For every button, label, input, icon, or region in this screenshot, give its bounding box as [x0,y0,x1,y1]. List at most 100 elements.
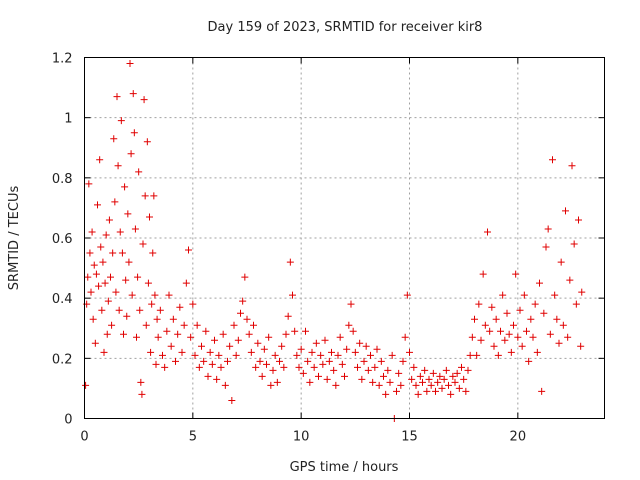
data-point [258,372,266,380]
data-point [334,351,342,359]
data-point [143,138,151,146]
data-point [161,363,169,371]
data-point [306,378,314,386]
data-point [349,327,357,335]
data-point [302,327,309,335]
data-point [330,366,338,374]
data-point [99,258,107,266]
data-point [84,273,92,281]
data-point [221,381,229,389]
data-point [514,333,522,341]
data-point [169,315,177,323]
data-point [375,381,383,389]
x-tick-label: 20 [510,430,527,445]
data-point [153,315,161,323]
data-point [341,372,348,380]
data-point [319,360,327,368]
data-point [533,348,541,356]
data-point [488,303,496,311]
data-point [321,336,329,344]
data-point [114,162,122,170]
data-point [260,345,268,353]
data-point [211,336,218,344]
data-point [382,390,390,398]
data-point [176,303,184,311]
data-point [118,249,126,257]
data-point [146,213,153,221]
data-point [123,312,131,320]
y-tick-label: 0.2 [52,352,73,367]
data-point [217,363,225,371]
data-point [501,336,509,344]
data-point [356,339,364,347]
chart-title: Day 159 of 2023, SRMTID for receiver kir… [208,20,483,35]
data-point [345,321,353,329]
data-point [243,315,251,323]
data-point [241,273,249,281]
data-point [86,249,94,257]
data-point [445,381,452,389]
data-point [440,375,448,383]
data-point [147,348,155,356]
x-tick-label: 10 [293,430,310,445]
data-point [438,384,446,392]
data-point [111,198,119,206]
data-point [247,348,255,356]
data-point [265,333,273,341]
data-point [204,372,212,380]
data-point [121,183,129,191]
data-point [131,225,139,233]
data-point [479,270,487,278]
data-point [494,351,502,359]
data-point [98,306,106,314]
data-point [101,279,109,287]
data-point [507,348,515,356]
data-point [187,333,195,341]
data-point [291,327,299,335]
data-point [189,300,197,308]
data-point [434,378,442,386]
data-point [102,231,110,239]
data-point [475,300,483,308]
data-point [423,387,431,395]
data-point [167,342,175,350]
data-point [499,291,507,299]
data-point [276,357,283,365]
data-point [414,390,422,398]
data-point [562,207,569,215]
data-point [551,291,559,299]
data-point [542,243,550,251]
data-point [124,210,132,218]
data-point [112,288,120,296]
data-point [140,96,148,104]
data-point [323,375,331,383]
data-point [538,387,546,395]
data-point [460,375,468,383]
data-point [328,348,335,356]
data-point [137,378,145,386]
y-tick-label: 1 [64,112,72,127]
data-point [142,321,150,329]
data-point [351,348,359,356]
data-point [88,228,96,236]
x-tick-label: 0 [80,430,88,445]
data-point [310,363,318,371]
data-point [269,366,277,374]
data-point [388,351,396,359]
data-point [250,321,257,329]
data-point [466,351,474,359]
data-point [280,363,288,371]
y-tick-label: 0.4 [52,292,73,307]
data-point [503,309,511,317]
data-point [226,342,234,350]
data-point [97,243,105,251]
data-point [380,372,387,380]
data-point [90,261,98,269]
data-point [185,246,192,254]
data-point [138,390,146,398]
data-point [263,360,270,368]
data-point [555,339,563,347]
data-point [510,321,517,329]
data-point [436,372,444,380]
data-point [252,363,260,371]
